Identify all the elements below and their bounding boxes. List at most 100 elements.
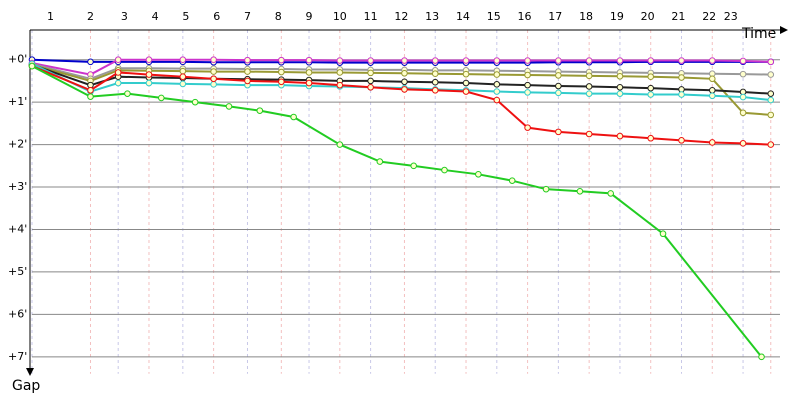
data-point [256, 107, 264, 114]
data-point [555, 57, 562, 64]
data-point [410, 162, 417, 170]
data-point [767, 111, 775, 119]
data-point [401, 69, 408, 77]
data-point [708, 75, 716, 83]
data-point [367, 69, 374, 77]
x-tick-label: 8 [275, 10, 282, 23]
data-point [739, 93, 747, 101]
data-point [441, 166, 448, 174]
data-point [607, 190, 614, 197]
data-point [114, 56, 122, 64]
data-point [305, 69, 313, 76]
data-point [87, 86, 94, 94]
data-point [542, 185, 550, 193]
data-point [555, 128, 562, 136]
data-point [367, 84, 374, 91]
data-point [28, 62, 36, 70]
x-tick-label: 2 [87, 10, 94, 23]
data-point [493, 57, 501, 64]
data-point [576, 187, 584, 195]
x-tick-label: 1 [47, 10, 54, 23]
data-point [475, 171, 482, 178]
data-point [708, 139, 716, 146]
data-point [708, 92, 716, 100]
data-point [659, 230, 667, 238]
data-point [210, 75, 217, 83]
data-point [87, 58, 94, 66]
x-tick-label: 21 [671, 10, 685, 23]
data-point [210, 68, 217, 75]
data-point [376, 158, 384, 165]
data-point [524, 89, 531, 96]
data-point [585, 72, 593, 80]
data-point [401, 78, 408, 86]
data-point [493, 81, 501, 88]
x-tick-label: 18 [579, 10, 593, 23]
series-line [31, 58, 771, 76]
data-point [647, 84, 655, 92]
data-point [616, 72, 624, 80]
data-point [431, 57, 439, 64]
x-tick-label: 17 [548, 10, 562, 23]
data-point [493, 71, 501, 78]
data-point [524, 124, 531, 131]
data-point [336, 69, 344, 76]
series-line [31, 65, 771, 146]
data-point [758, 353, 765, 361]
x-tick-label: 16 [518, 10, 532, 23]
y-tick-label: +0' [8, 53, 27, 66]
x-tick-label: 22 [702, 10, 716, 23]
y-axis-label: Gap [12, 378, 40, 394]
y-tick-label: +3' [8, 180, 27, 193]
data-point [767, 58, 775, 66]
data-point [767, 90, 775, 97]
x-tick-label: 7 [244, 10, 251, 23]
data-point [678, 74, 685, 81]
data-point [145, 79, 153, 87]
data-point [401, 57, 408, 64]
data-point [616, 57, 624, 64]
x-tick-label: 11 [364, 10, 378, 23]
data-point [114, 69, 122, 76]
data-point [179, 73, 187, 80]
data-point [305, 79, 313, 87]
y-tick-label: +6' [8, 307, 27, 320]
data-point [179, 56, 187, 64]
data-point [767, 96, 775, 104]
x-tick-label: 15 [487, 10, 501, 23]
data-point [767, 141, 775, 148]
data-point [524, 81, 531, 89]
data-point [462, 70, 470, 78]
y-tick-label: +1' [8, 95, 27, 108]
data-point [616, 90, 624, 97]
data-point [462, 88, 470, 95]
data-point [678, 91, 685, 98]
data-point [585, 57, 593, 64]
data-point [524, 71, 531, 79]
data-point [336, 141, 344, 148]
data-point [305, 56, 313, 64]
data-point [210, 56, 217, 64]
data-point [244, 68, 251, 75]
data-point [157, 94, 165, 102]
data-point [145, 71, 153, 78]
x-tick-label: 23 [724, 10, 738, 23]
data-point [191, 98, 199, 106]
data-point [616, 84, 624, 91]
data-point [585, 83, 593, 90]
data-point [462, 79, 470, 87]
x-tick-label: 20 [641, 10, 655, 23]
data-point [145, 56, 153, 64]
data-point [739, 109, 747, 117]
data-point [585, 90, 593, 97]
data-point [244, 56, 251, 64]
data-point [367, 57, 374, 64]
x-tick-label: 5 [182, 10, 189, 23]
x-tick-label: 3 [121, 10, 128, 23]
data-point [678, 57, 685, 64]
y-tick-label: +5' [8, 265, 27, 278]
data-point [278, 56, 285, 64]
data-point [739, 70, 747, 78]
x-tick-label: 19 [610, 10, 624, 23]
series-line [31, 63, 771, 95]
